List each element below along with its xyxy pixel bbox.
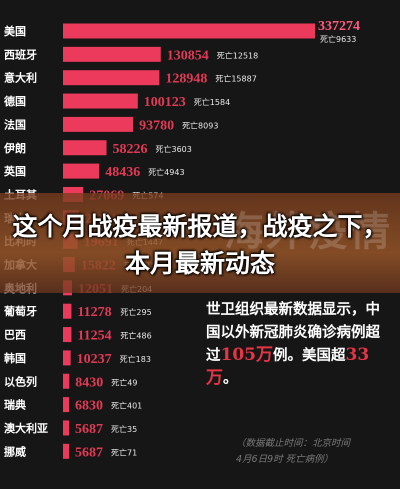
bar: [63, 140, 107, 156]
bar: [63, 303, 72, 319]
bar: [63, 373, 70, 389]
deaths-label: 死亡183: [120, 354, 151, 364]
bar: [63, 163, 100, 179]
country-label: 巴西: [4, 329, 26, 342]
country-label: 挪威: [4, 444, 26, 458]
deaths-label: 死亡35: [111, 424, 137, 434]
country-label: 瑞典: [4, 398, 26, 412]
country-label: 德国: [3, 94, 26, 108]
value-label: 337274: [318, 19, 360, 34]
value-label: 10237: [77, 352, 112, 367]
source-line-2: 4月6日9时 死亡病例）: [236, 454, 334, 465]
country-label: 澳大利亚: [4, 421, 48, 435]
country-label: 英国: [3, 164, 26, 178]
deaths-label: 死亡9633: [320, 34, 356, 44]
headline-band: 海外疫情: [0, 193, 400, 293]
deaths-label: 死亡8093: [182, 120, 218, 130]
note-highlight-outside-china: 105万: [220, 345, 274, 365]
data-source-note: （数据截止时间：北京时间 4月6日9时 死亡病例）: [236, 436, 386, 468]
deaths-label: 死亡401: [111, 401, 142, 411]
bar: [63, 23, 315, 39]
country-label: 韩国: [4, 351, 26, 365]
who-data-note: 世卫组织最新数据显示，中国以外新冠肺炎确诊病例超过105万例。美国超33万。: [206, 298, 392, 390]
source-line-1: （数据截止时间：北京时间: [236, 438, 351, 449]
deaths-label: 死亡1584: [194, 97, 230, 107]
bar: [63, 70, 160, 86]
bar: [63, 327, 72, 343]
deaths-label: 死亡486: [120, 331, 151, 341]
bar: [63, 116, 134, 132]
value-label: 128948: [165, 72, 207, 87]
value-label: 8430: [75, 375, 103, 390]
value-label: 6830: [75, 399, 103, 414]
value-label: 130854: [167, 48, 209, 63]
bar: [63, 350, 71, 366]
ghost-watermark-text: 海外疫情: [224, 208, 392, 255]
value-label: 5687: [75, 422, 103, 437]
note-text-2: 例。美国超: [273, 347, 346, 364]
deaths-label: 死亡12518: [217, 50, 258, 60]
value-label: 5687: [75, 445, 103, 460]
deaths-label: 死亡295: [120, 307, 151, 317]
country-label: 伊朗: [3, 141, 26, 155]
value-label: 11254: [77, 329, 111, 344]
bar: [63, 46, 161, 62]
bar: [63, 397, 69, 413]
deaths-label: 死亡49: [111, 377, 137, 387]
bar: [63, 443, 69, 459]
country-label: 美国: [4, 24, 26, 38]
value-label: 11278: [77, 305, 111, 320]
note-text-3: 。: [223, 370, 238, 387]
note-text-1: 世卫组织最新数据显示，中国以外新冠肺炎确诊病例超过: [206, 301, 380, 364]
value-label: 58226: [113, 142, 148, 157]
note-highlight-us: 33万: [206, 345, 370, 388]
bar: [63, 420, 69, 436]
value-label: 100123: [144, 95, 186, 110]
deaths-label: 死亡4943: [148, 167, 184, 177]
bar: [63, 93, 138, 109]
country-label: 葡萄牙: [3, 304, 37, 318]
value-label: 93780: [139, 118, 174, 133]
article-headline: 这个月战疫最新报道，战疫之下，本月最新动态: [12, 212, 388, 278]
country-label: 西班牙: [4, 47, 37, 61]
country-label: 以色列: [4, 374, 37, 388]
value-label: 48436: [105, 165, 140, 180]
deaths-label: 死亡3603: [156, 144, 192, 154]
country-label: 法国: [4, 117, 26, 131]
deaths-label: 死亡71: [111, 447, 137, 457]
deaths-label: 死亡15887: [215, 74, 256, 84]
country-label: 意大利: [4, 71, 37, 85]
